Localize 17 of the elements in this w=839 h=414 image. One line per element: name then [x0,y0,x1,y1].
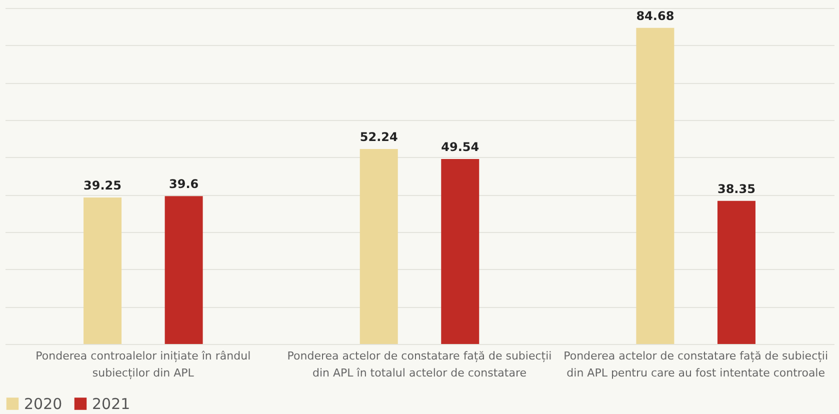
data-label: 49.54 [441,140,480,154]
x-tick-label: Ponderea actelor de constatare față de subiecții din APL pentru care au fost intentate controale [564,350,828,380]
bar [164,196,203,344]
bar [441,159,480,344]
x-tick-label: Ponderea controalelor inițiate în rândul subiecților din APL [36,350,251,380]
data-label: 52.24 [360,130,398,144]
data-label: 38.35 [717,182,756,196]
bar [84,197,122,344]
bar [360,148,398,344]
x-tick-label: Ponderea actelor de constatare față de subiecții din APL în totalul actelor de constatare [287,350,552,380]
bar [717,200,756,344]
legend-label: 2021 [92,394,130,413]
data-label: 39.6 [169,177,199,192]
bar [636,28,674,344]
data-label: 39.25 [84,178,122,192]
data-label: 84.68 [636,8,674,23]
legend-label: 2020 [24,394,62,413]
